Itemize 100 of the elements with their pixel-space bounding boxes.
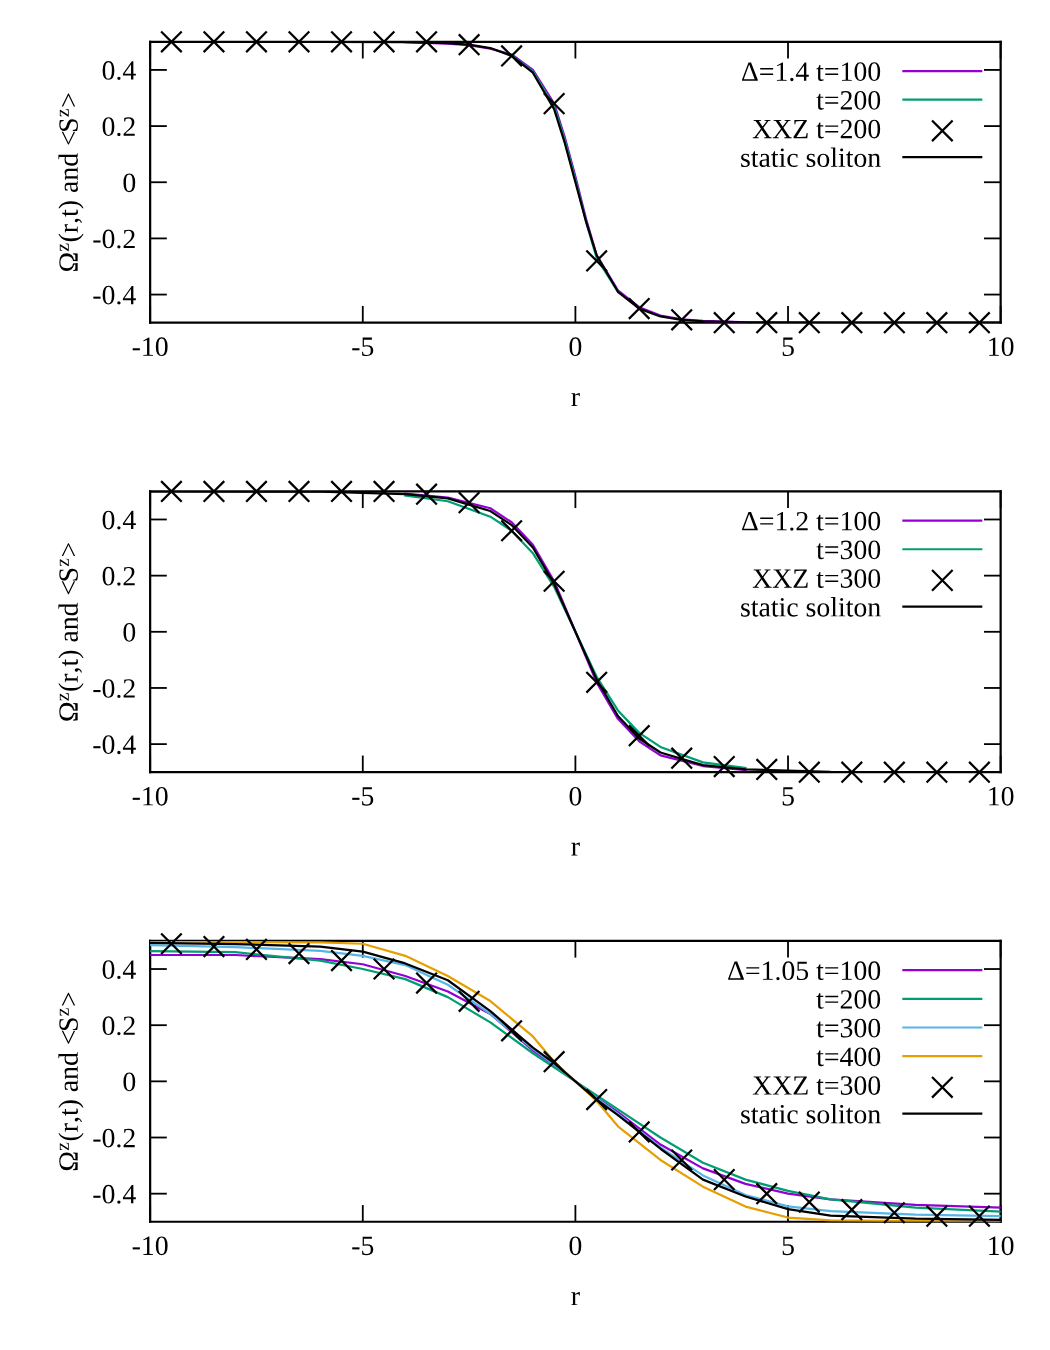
point [967,1204,991,1228]
point [882,311,906,335]
point [160,30,183,54]
y-tick-label: 0.2 [102,566,135,586]
x-tick-label: 10 [989,1236,1014,1256]
point [330,30,353,54]
point [925,311,949,335]
x-tick-label: 5 [782,787,794,806]
y-axis-title: Ω$^{z}$(r,t) and <S$^{z}$> [58,93,84,272]
legend-label: t=400 [816,1047,881,1067]
legend-label: t=300 [816,1018,881,1038]
x-axis-title: r [571,1292,580,1306]
point [287,30,311,54]
point [160,479,183,503]
point [160,932,183,956]
x-tick-label: -10 [132,1236,168,1256]
point [925,1204,949,1228]
x-tick-label: 10 [989,786,1014,806]
point [840,760,864,784]
point [882,760,906,784]
legend-label: XXZ t=200 [752,119,881,139]
y-axis-title: Ω$^{z}$(r,t) and <S$^{z}$> [58,992,84,1171]
y-tick-label: 0.4 [102,61,136,80]
point [755,757,779,781]
point [925,760,949,784]
y-tick-label: -0.2 [93,1128,135,1148]
y-axis-title: Ω$^{z}$(r,t) and <S$^{z}$> [58,543,84,721]
point [457,491,481,515]
point [840,311,864,335]
y-tick-label: 0 [123,173,136,193]
x-tick-label: -5 [352,1236,374,1256]
y-tick-label: 0 [123,1072,136,1092]
legend-label: t=200 [816,90,881,110]
point [755,311,779,335]
point [372,30,396,54]
legend-label: Δ=1.05 t=100 [728,961,881,981]
point [245,937,268,961]
y-tick-label: 0.4 [102,510,136,530]
point [797,311,821,335]
x-tick-label: 10 [989,337,1014,357]
x-tick-label: 5 [782,337,794,357]
point [967,311,991,335]
legend-label: static soliton [741,597,881,617]
point [202,935,226,958]
x-tick-label: 0 [569,786,582,806]
x-tick-label: 0 [569,1236,582,1256]
y-tick-label: 0.2 [102,1016,135,1036]
point [797,1190,821,1214]
point [712,755,736,778]
point [287,942,311,965]
legend-label: Δ=1.2 t=100 [742,511,881,531]
y-tick-label: -0.2 [93,229,135,249]
y-tick-label: 0.2 [102,117,135,137]
x-tick-label: -10 [132,337,168,357]
legend-label: XXZ t=300 [752,569,881,588]
point [755,1182,779,1206]
point [330,949,353,973]
x-tick-label: -5 [352,337,374,357]
point [457,989,481,1013]
point [670,1148,694,1172]
point [500,1019,524,1043]
point [840,1198,864,1222]
point [202,479,226,503]
legend-label: t=300 [816,540,881,560]
point [245,30,268,54]
point [882,1201,906,1225]
point [627,1120,651,1144]
legend-label: static soliton [741,147,881,168]
x-axis-title: r [571,842,580,856]
point [670,746,694,770]
y-tick-label: -0.4 [93,735,136,755]
point [585,249,609,273]
point [372,957,396,981]
x-axis-title: r [571,392,580,407]
x-tick-label: -5 [352,787,374,806]
legend-label: t=200 [816,990,881,1009]
y-tick-label: -0.4 [93,1184,136,1204]
point [415,971,438,995]
point [415,30,438,54]
point [245,479,268,503]
y-tick-label: 0.4 [102,960,136,980]
y-tick-label: 0 [123,622,136,642]
y-tick-label: -0.2 [93,679,135,698]
x-tick-label: -10 [132,786,168,806]
legend-label: XXZ t=300 [752,1076,881,1095]
point [712,311,736,335]
y-tick-label: -0.4 [93,285,136,305]
point [967,760,991,784]
legend-label: static soliton [741,1104,881,1124]
point [415,482,438,506]
point [330,479,353,503]
point [712,1168,736,1192]
point [202,30,226,54]
point [287,479,311,503]
point [797,760,821,784]
x-tick-label: 0 [569,337,582,357]
point [372,479,396,503]
point [627,724,651,748]
x-tick-label: 5 [782,1236,794,1256]
legend-label: Δ=1.4 t=100 [742,62,881,82]
